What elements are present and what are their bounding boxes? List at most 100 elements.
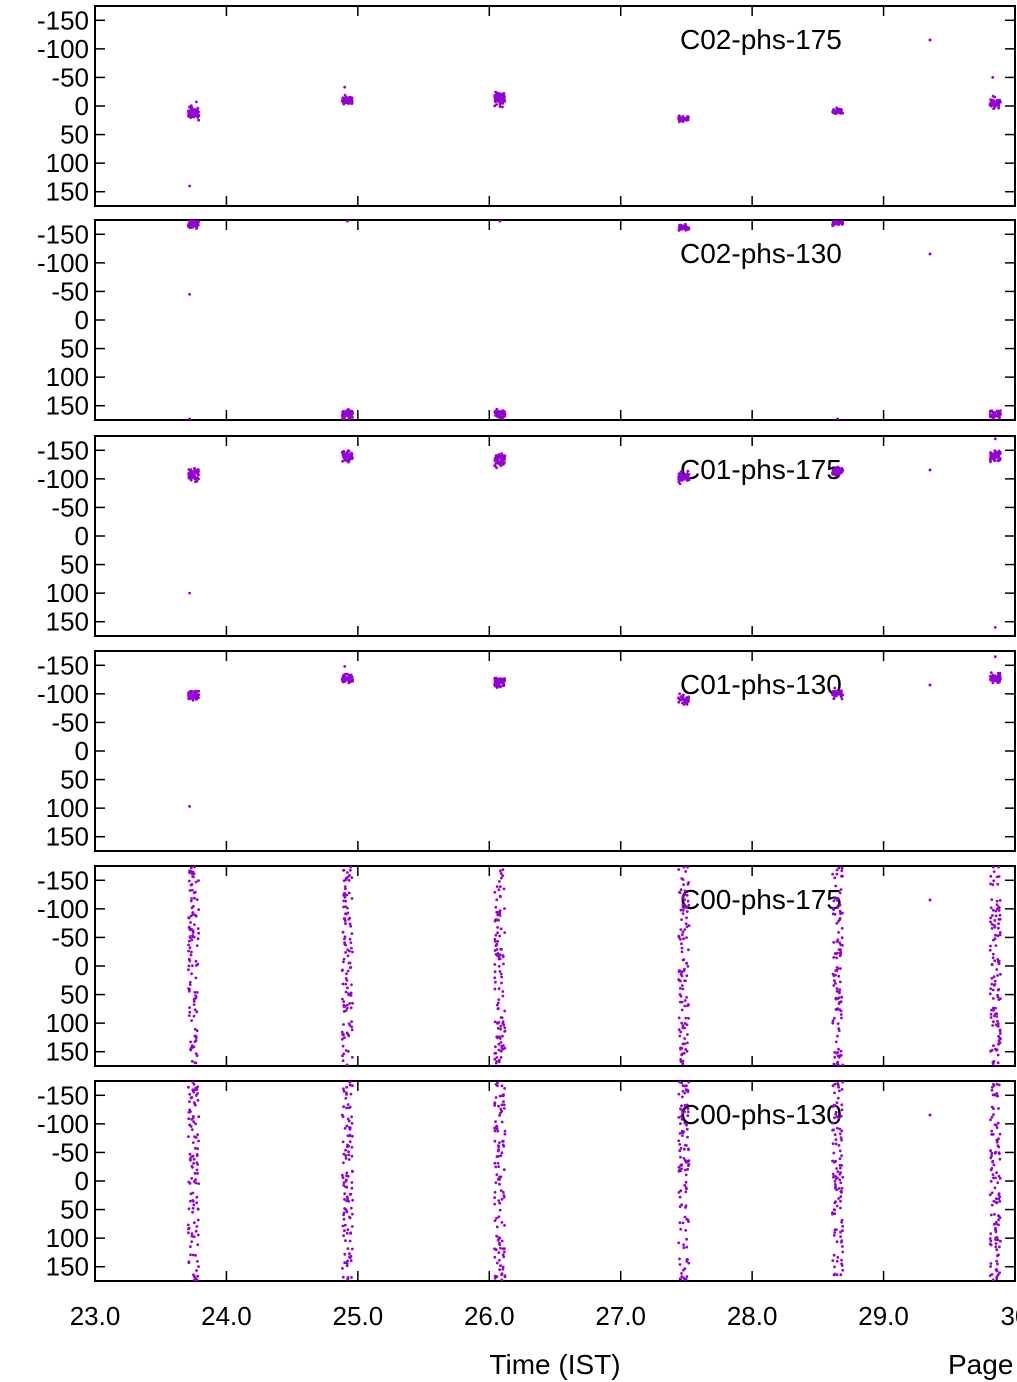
data-point	[194, 1094, 198, 1097]
data-point	[342, 899, 346, 903]
data-point	[189, 899, 193, 903]
data-point	[195, 1010, 199, 1014]
data-point	[499, 101, 503, 105]
data-point	[832, 1234, 836, 1237]
y-tick-label: 150	[46, 177, 89, 207]
data-point	[993, 979, 997, 983]
data-point	[499, 1041, 503, 1044]
data-point	[500, 1239, 504, 1243]
data-point	[681, 987, 685, 991]
data-point	[841, 1229, 844, 1232]
data-point	[684, 1228, 688, 1232]
y-tick-label: 50	[60, 1195, 89, 1225]
data-point	[989, 1156, 993, 1160]
data-point	[343, 919, 347, 923]
data-point	[991, 865, 995, 869]
data-point	[988, 948, 992, 952]
data-point	[679, 116, 683, 120]
data-point	[341, 1044, 345, 1048]
data-point	[191, 1154, 195, 1158]
data-point	[191, 1080, 195, 1084]
data-point	[187, 943, 191, 947]
data-point	[187, 964, 191, 968]
data-point	[990, 922, 994, 926]
data-point	[197, 118, 201, 122]
data-point	[196, 1133, 200, 1136]
data-point	[345, 458, 349, 462]
data-point	[189, 696, 193, 700]
data-point	[194, 1229, 198, 1233]
data-point	[839, 690, 842, 693]
data-point	[840, 1164, 844, 1167]
data-point	[990, 1166, 994, 1170]
data-point	[684, 228, 688, 232]
data-point	[500, 1151, 504, 1155]
data-point	[990, 1191, 994, 1195]
data-point	[189, 928, 193, 932]
data-point	[187, 223, 191, 226]
data-point	[993, 449, 997, 453]
y-tick-label: 100	[46, 578, 89, 608]
data-point	[839, 695, 843, 699]
data-point	[342, 414, 346, 417]
data-point	[495, 1225, 499, 1229]
data-point	[992, 1014, 996, 1018]
data-point	[680, 950, 684, 954]
data-point	[679, 928, 683, 931]
data-point	[190, 107, 194, 111]
data-point	[499, 1049, 503, 1053]
data-point	[344, 1157, 348, 1160]
data-point	[684, 474, 687, 478]
data-point	[500, 409, 504, 413]
data-point	[686, 1114, 690, 1117]
data-point	[681, 1089, 685, 1093]
data-point	[341, 1054, 344, 1058]
data-point	[500, 1084, 504, 1088]
data-point	[677, 1116, 681, 1119]
data-point	[686, 1167, 690, 1171]
data-point	[347, 874, 351, 877]
data-point	[346, 969, 350, 973]
data-point	[998, 917, 1002, 921]
data-point	[835, 956, 838, 960]
data-point	[190, 1234, 194, 1238]
data-point	[190, 1019, 194, 1022]
data-point	[680, 1131, 684, 1134]
data-point	[684, 922, 688, 926]
data-point	[348, 1256, 352, 1260]
legend-label: C02-phs-130	[680, 238, 842, 269]
data-point	[498, 1114, 501, 1117]
data-point	[677, 978, 681, 981]
data-point	[998, 1177, 1002, 1180]
data-point	[493, 96, 497, 99]
data-point	[189, 866, 193, 870]
data-point	[832, 956, 836, 959]
data-point	[496, 926, 499, 929]
data-point	[998, 1132, 1002, 1136]
data-point	[684, 1173, 688, 1177]
data-point	[342, 1087, 345, 1091]
data-point	[494, 457, 498, 461]
data-point	[831, 223, 834, 226]
data-point	[681, 693, 685, 697]
data-point	[191, 1199, 195, 1202]
data-point	[499, 1246, 502, 1250]
data-point	[500, 1278, 504, 1282]
data-point	[996, 1121, 1000, 1125]
data-point	[678, 120, 681, 124]
data-point	[190, 474, 194, 478]
data-point	[351, 679, 354, 683]
data-point	[994, 1245, 998, 1249]
data-point	[989, 987, 993, 991]
data-point	[833, 1212, 837, 1216]
data-point	[502, 962, 505, 966]
data-point	[834, 1187, 837, 1190]
data-point	[996, 1238, 1000, 1242]
data-point	[999, 1032, 1002, 1035]
data-point	[350, 1225, 354, 1228]
data-point	[681, 912, 685, 915]
data-point	[840, 1129, 844, 1133]
data-point	[839, 1009, 843, 1013]
data-point	[990, 963, 994, 966]
